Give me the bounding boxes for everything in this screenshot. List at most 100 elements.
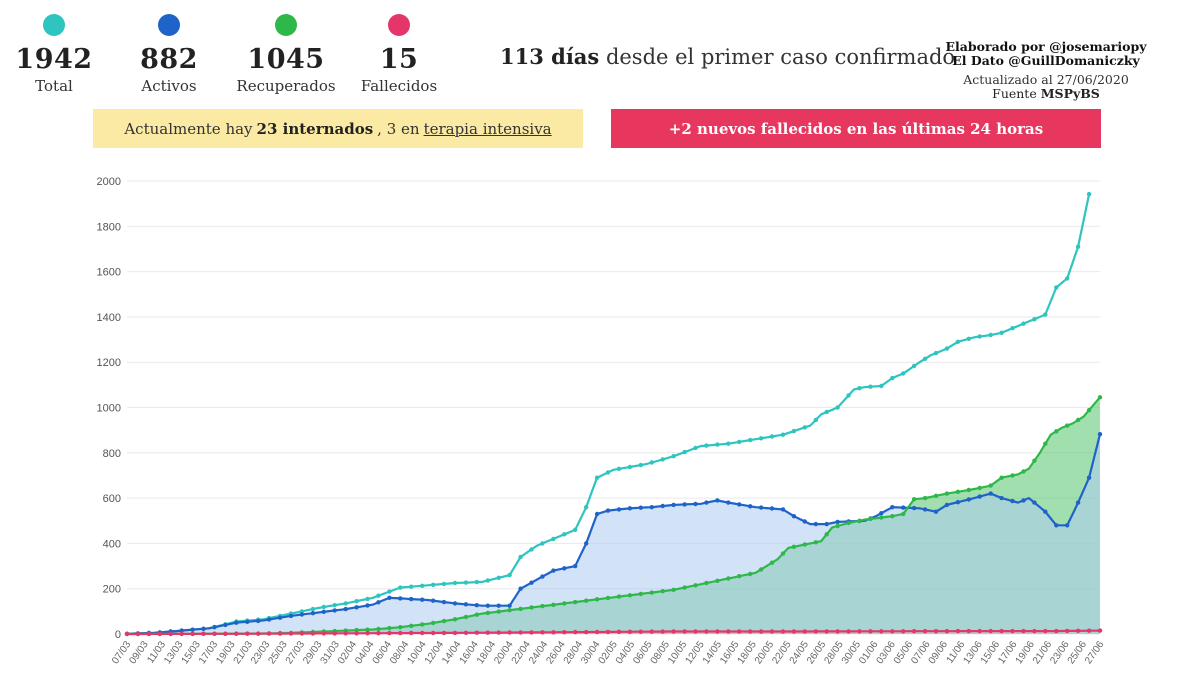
point-activos — [179, 628, 184, 633]
point-total — [485, 578, 490, 583]
point-recuperados — [748, 571, 753, 577]
point-recuperados — [354, 627, 359, 633]
point-activos — [387, 595, 392, 600]
point-total — [398, 585, 403, 590]
total-value: 1942 — [15, 44, 93, 75]
point-activos — [190, 627, 195, 632]
point-fallecidos — [299, 631, 305, 636]
point-activos — [430, 598, 436, 603]
point-fallecidos — [966, 628, 971, 634]
point-total — [890, 375, 895, 381]
point-fallecidos — [234, 631, 239, 636]
point-total — [474, 579, 479, 585]
point-total — [944, 346, 950, 351]
point-fallecidos — [1032, 628, 1037, 634]
point-activos — [1032, 500, 1037, 505]
point-fallecidos — [157, 631, 162, 637]
point-total — [660, 457, 665, 462]
point-activos — [769, 506, 775, 511]
point-recuperados — [879, 515, 884, 520]
point-total — [933, 350, 939, 356]
recuperados-label: Recuperados — [236, 77, 336, 95]
fallecidos-label: Fallecidos — [360, 77, 438, 95]
point-fallecidos — [256, 631, 261, 636]
y-tick-label: 800 — [103, 448, 121, 460]
recuperados-value: 1045 — [247, 44, 325, 75]
point-total — [846, 393, 851, 398]
x-tick-label: 09/03 — [127, 639, 151, 666]
point-recuperados — [846, 520, 851, 526]
point-recuperados — [409, 623, 414, 628]
credits: Elaborado por @josemariopy El Dato @Guil… — [906, 40, 1186, 100]
point-total — [584, 505, 589, 510]
x-tick-label: 27/06 — [1083, 639, 1107, 666]
point-activos — [474, 603, 479, 608]
point-total — [868, 384, 873, 389]
point-activos — [201, 626, 206, 631]
point-recuperados — [715, 578, 720, 583]
point-fallecidos — [1075, 628, 1081, 633]
point-fallecidos — [266, 631, 272, 636]
point-total — [518, 554, 523, 560]
point-total — [1054, 285, 1059, 290]
y-tick-label: 0 — [115, 629, 121, 641]
point-fallecidos — [387, 630, 392, 636]
point-recuperados — [485, 610, 490, 616]
point-fallecidos — [901, 629, 906, 634]
point-activos — [1065, 523, 1070, 528]
point-total — [780, 432, 786, 437]
point-fallecidos — [726, 629, 731, 634]
point-total — [922, 356, 928, 361]
point-activos — [988, 491, 993, 496]
point-activos — [223, 622, 228, 628]
intensive-care-link[interactable]: terapia intensiva — [423, 119, 552, 138]
stat-total: 1942 Total — [0, 14, 114, 95]
point-recuperados — [737, 574, 742, 579]
point-total — [365, 596, 370, 602]
days-since-first-case: 113 días desde el primer caso confirmado — [500, 44, 955, 69]
point-fallecidos — [890, 629, 895, 634]
point-recuperados — [638, 591, 643, 597]
point-recuperados — [704, 580, 709, 586]
point-total — [496, 575, 501, 580]
point-fallecidos — [496, 630, 501, 635]
point-recuperados — [693, 583, 698, 588]
point-recuperados — [1032, 458, 1037, 463]
point-activos — [955, 500, 961, 505]
point-activos — [791, 514, 797, 519]
point-total — [726, 441, 731, 446]
point-activos — [277, 615, 283, 620]
point-fallecidos — [616, 629, 622, 634]
point-recuperados — [496, 609, 501, 614]
point-recuperados — [463, 614, 469, 620]
point-fallecidos — [288, 631, 294, 636]
point-recuperados — [726, 576, 731, 581]
point-total — [420, 583, 425, 588]
point-activos — [245, 619, 250, 624]
point-fallecidos — [463, 630, 469, 635]
point-recuperados — [540, 603, 545, 609]
point-recuperados — [1097, 395, 1103, 400]
point-fallecidos — [376, 631, 381, 636]
point-total — [551, 536, 556, 542]
point-fallecidos — [135, 631, 141, 637]
point-recuperados — [627, 593, 633, 598]
point-activos — [452, 601, 458, 606]
point-fallecidos — [638, 629, 643, 634]
point-total — [671, 454, 676, 459]
point-recuperados — [507, 608, 512, 613]
point-activos — [824, 521, 829, 527]
point-total — [857, 386, 862, 391]
point-total — [1065, 276, 1070, 281]
point-activos — [813, 521, 818, 527]
point-fallecidos — [769, 629, 775, 634]
point-fallecidos — [365, 631, 370, 636]
point-activos — [234, 620, 239, 625]
point-activos — [693, 501, 698, 507]
y-tick-label: 200 — [103, 584, 121, 596]
point-fallecidos — [573, 629, 578, 635]
point-total — [452, 580, 458, 586]
point-activos — [518, 586, 523, 591]
point-fallecidos — [594, 629, 600, 635]
point-recuperados — [605, 595, 611, 601]
